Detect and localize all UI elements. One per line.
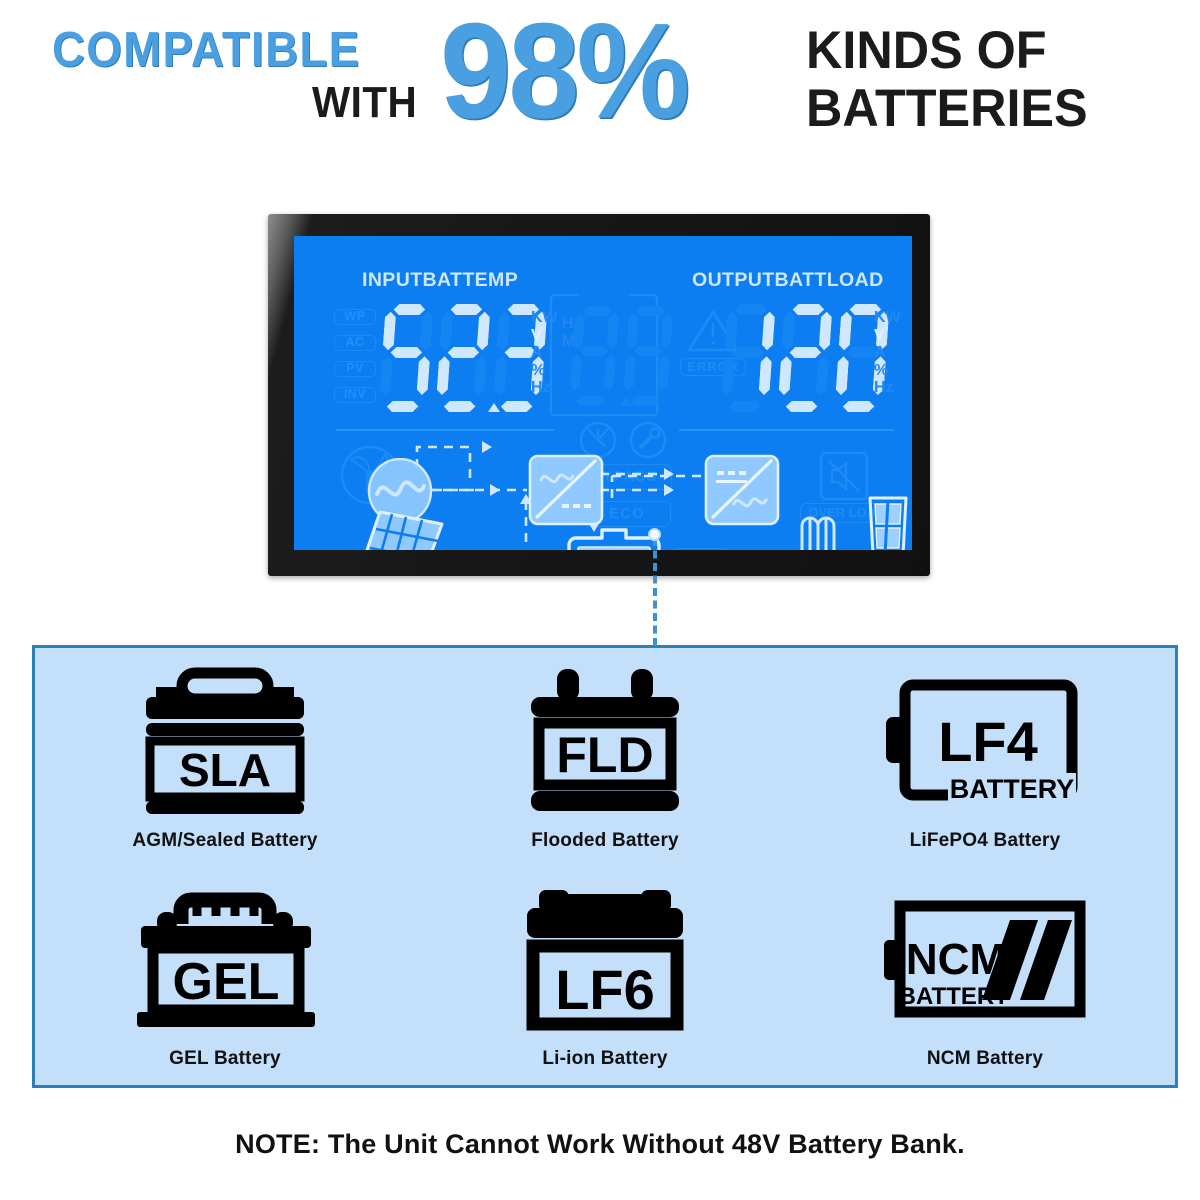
fld-battery-icon: FLD (505, 663, 705, 818)
headline-banner: COMPATIBLE WITH 98% KINDS OF BATTERIES (0, 0, 1200, 155)
headline-compatible: COMPATIBLE (52, 23, 361, 77)
battery-type-label: LiFePO4 Battery (909, 829, 1061, 851)
battery-type-label: Li-ion Battery (542, 1048, 668, 1070)
svg-text:LF6: LF6 (555, 958, 655, 1021)
battery-type-label: GEL Battery (169, 1048, 281, 1070)
lcd-center-unit-m: M (562, 332, 576, 350)
lcd-mode-tag-ac: AC (334, 335, 376, 351)
connector-dot (648, 528, 661, 541)
lcd-mode-tag-wp: WP (334, 309, 376, 325)
battery-type-cell[interactable]: LF4 BATTERY LiFePO4 Battery (795, 648, 1175, 867)
svg-text:GEL: GEL (172, 953, 279, 1011)
battery-type-label: NCM Battery (926, 1048, 1044, 1070)
lcd-solar-panel-icon (365, 510, 444, 550)
connector-dashed-line (653, 538, 657, 646)
svg-text:FLD: FLD (556, 727, 653, 783)
battery-type-cell[interactable]: SLA AGM/Sealed Battery (35, 648, 415, 867)
headline-with: WITH (312, 78, 418, 127)
lcd-device: INPUTBATTEMP OUTPUTBATTLOAD WP AC PV INV… (268, 214, 930, 576)
lcd-left-divider (336, 429, 554, 431)
lcd-rectifier-icon (528, 454, 604, 526)
lcd-left-unit-hz: Hz (531, 379, 551, 396)
lcd-load-bar-icon (868, 496, 908, 550)
headline-percent: 98% (440, 0, 690, 148)
lf6-battery-icon: LF6 (505, 881, 705, 1036)
note-text: NOTE: The Unit Cannot Work Without 48V B… (235, 1129, 965, 1159)
lcd-right-unit-v: V (874, 326, 885, 344)
lcd-load-bulb-icon (800, 516, 836, 550)
lcd-right-unit-kw: KW (874, 309, 901, 326)
lcd-sla-tag: SLA (672, 548, 730, 550)
battery-type-cell[interactable]: LF6 Li-ion Battery (415, 867, 795, 1086)
svg-text:BATTERY: BATTERY (898, 983, 1009, 1010)
gel-battery-icon: GEL (123, 881, 328, 1036)
sla-battery-icon: SLA (145, 667, 305, 815)
lf6-battery-icon: LF6 (526, 889, 684, 1031)
battery-compat-panel: SLA AGM/Sealed Battery FLD Flooded Battery L… (32, 645, 1178, 1088)
lcd-center-frame-icon (549, 293, 659, 417)
decimal-point (488, 403, 500, 412)
lcd-mode-tag-pv: PV (334, 361, 376, 377)
headline-batteries: BATTERIES (806, 79, 1088, 138)
lcd-warning-triangle-icon (687, 310, 739, 352)
lcd-input-batt-temp-label: INPUTBATTEMP (362, 269, 519, 291)
lcd-right-divider (679, 429, 894, 431)
lcd-output-batt-load-label: OUTPUTBATTLOAD (692, 269, 884, 291)
lcd-left-unit-v: V (531, 326, 542, 344)
battery-type-cell[interactable]: NCM BATTERY NCM Battery (795, 867, 1175, 1086)
lcd-screen: INPUTBATTEMP OUTPUTBATTLOAD WP AC PV INV… (294, 236, 912, 550)
lcd-right-unit-pct: % (874, 361, 889, 379)
lcd-mute-buzzer-icon (819, 451, 869, 501)
svg-text:BATTERY: BATTERY (949, 774, 1074, 804)
svg-text:NCM: NCM (905, 935, 1005, 984)
lcd-center-unit-h: H (562, 315, 574, 332)
battery-type-cell[interactable]: FLD Flooded Battery (415, 648, 795, 867)
battery-type-label: Flooded Battery (531, 829, 679, 851)
lcd-wrench-icon (629, 421, 667, 459)
lcd-inverter-icon (704, 454, 780, 526)
gel-battery-icon: GEL (136, 892, 315, 1027)
fld-battery-icon: FLD (531, 669, 679, 812)
lcd-left-unit-pct: % (531, 361, 546, 379)
svg-text:LF4: LF4 (938, 710, 1038, 773)
headline-kinds-of: KINDS OF (806, 21, 1047, 80)
lcd-right-unit-a: A (874, 344, 886, 361)
lcd-left-unit-a: A (531, 344, 543, 361)
center-decimal-point (620, 397, 632, 406)
sla-battery-icon: SLA (120, 663, 330, 818)
svg-text:SLA: SLA (179, 744, 271, 796)
battery-type-cell[interactable]: GEL GEL Battery (35, 867, 415, 1086)
lcd-right-unit-hz: Hz (874, 379, 894, 396)
battery-type-label: AGM/Sealed Battery (132, 829, 318, 851)
lcd-mode-tag-inv: INV (334, 387, 376, 403)
